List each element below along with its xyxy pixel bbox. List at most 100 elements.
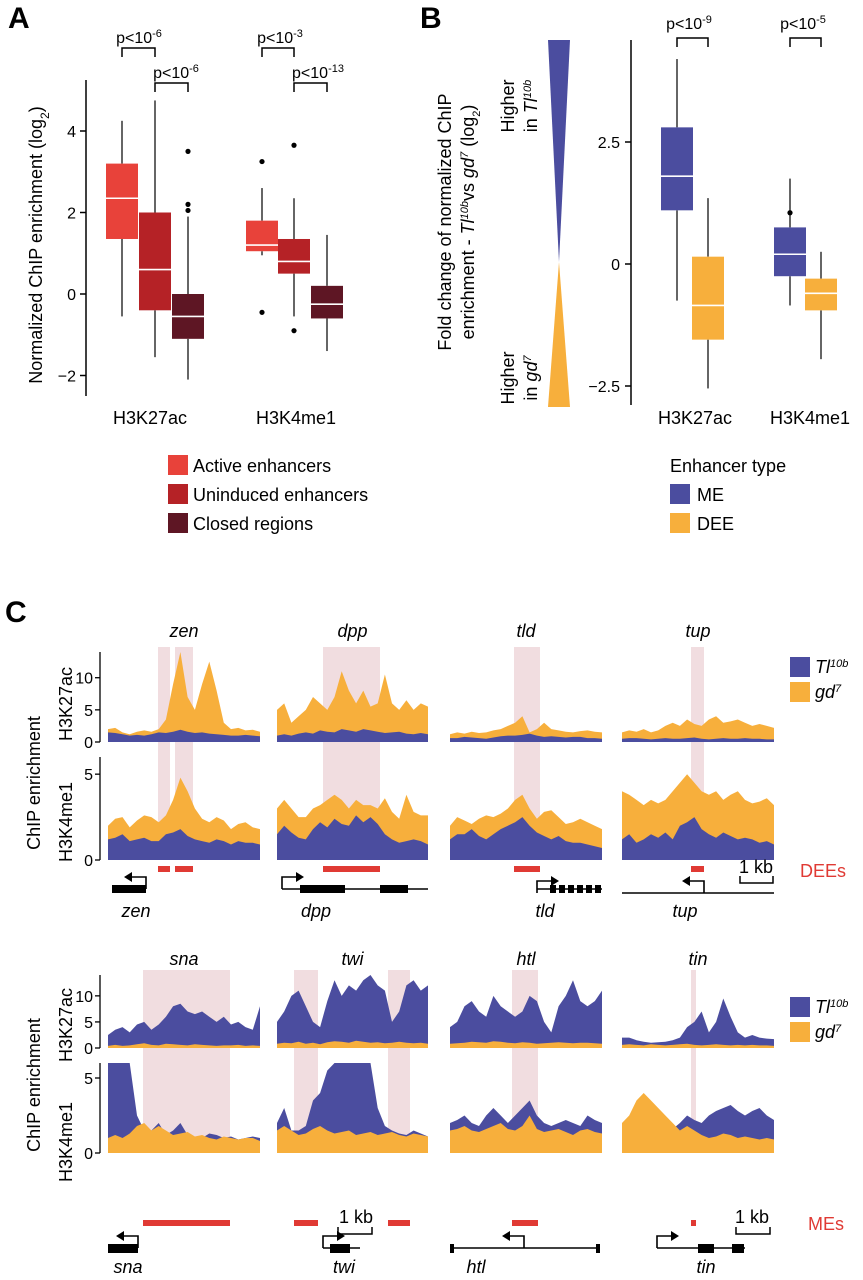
- c-legend-gd-swatch-2: [790, 1022, 810, 1042]
- sna-gene-label: sna: [113, 1257, 142, 1277]
- locus-sna: sna: [108, 949, 260, 1226]
- locus-zen-h3k27ac-back: [108, 652, 260, 742]
- b-box-0-1-box: [692, 256, 724, 340]
- zen-gene-label: zen: [120, 901, 150, 921]
- locus-tin-h3k27ac-front: [622, 1043, 774, 1048]
- c-track2-bottom: H3K4me1: [56, 1102, 76, 1182]
- legend-swatch-closed: [168, 513, 188, 533]
- c-axis-ticks-1: 10 5 0 5 0: [75, 975, 101, 1163]
- higher-label-bottom: Higher: [498, 351, 518, 404]
- panel-b-letter: B: [420, 2, 442, 35]
- panel-c-tracks: 10 5 0 5 0 zen dpp tld tup 10 5 0 5 0 sna twi htl tin zen d…: [75, 621, 774, 1277]
- c-tick-label-1-1-0: 5: [84, 1071, 93, 1088]
- dpp-tss-arrowhead: [296, 872, 304, 882]
- b-box-1-1-box: [805, 278, 837, 311]
- a-tick-label-0: 4: [67, 124, 76, 141]
- locus-zen: zen: [108, 621, 260, 872]
- a-pvalue-2: p<10-3: [257, 28, 303, 47]
- c-tick-label-0-1-0: 5: [84, 767, 93, 784]
- a-box-0-1: [139, 100, 171, 358]
- a-box-0-2: [172, 148, 204, 380]
- legend-me: ME: [697, 485, 724, 505]
- a-box-0-0: [106, 120, 138, 317]
- twi-gene-label: twi: [333, 1257, 356, 1277]
- c-legend-tl: Tl10b: [815, 657, 848, 677]
- locus-zen-element-0: [158, 866, 170, 872]
- locus-tld-h3k27ac-front: [450, 733, 602, 742]
- scale-label-tin: 1 kb: [735, 1207, 769, 1227]
- locus-dpp-h3k4me1-front: [277, 815, 428, 860]
- tld-tss-stem: [536, 880, 555, 893]
- locus-twi-h3k27ac-back: [277, 975, 428, 1048]
- c-legend-gd: gd7: [815, 682, 842, 702]
- locus-dpp-title: dpp: [337, 621, 367, 641]
- locus-zen-element-1: [175, 866, 193, 872]
- locus-htl-title: htl: [516, 949, 536, 969]
- panel-b-cat-0: H3K27ac: [658, 408, 732, 428]
- locus-tup: tup: [622, 621, 774, 872]
- b-box-0-0: [661, 59, 693, 301]
- c-ylabel-bottom: ChIP enrichment: [24, 1018, 44, 1152]
- scale-label-top: 1 kb: [739, 857, 773, 877]
- c-tick-label-0-0-0: 10: [75, 671, 93, 688]
- locus-tld-title: tld: [516, 621, 536, 641]
- a-tick-label-2: 0: [67, 287, 76, 304]
- tin-tss-arrowhead: [671, 1231, 679, 1241]
- higher-label-top: Higher: [498, 79, 518, 132]
- a-box-1-1-box: [278, 238, 310, 274]
- locus-tup-element-0: [691, 866, 704, 872]
- c-track1-bottom: H3K27ac: [56, 988, 76, 1062]
- locus-sna-highlight-0: [143, 970, 230, 1153]
- tin-tss-stem: [656, 1235, 675, 1248]
- tld-exon-4: [586, 885, 592, 893]
- legend-swatch-active: [168, 455, 188, 475]
- locus-htl-h3k27ac-front: [450, 1041, 602, 1048]
- a-box-0-2-outlier-0: [185, 207, 191, 214]
- me-label: MEs: [808, 1214, 844, 1234]
- legend-dee: DEE: [697, 514, 734, 534]
- locus-twi-h3k27ac-front: [277, 1040, 428, 1048]
- b-box-1-0-box: [774, 227, 806, 277]
- htl-exon-1: [450, 1244, 454, 1253]
- zen-gene-body: [112, 885, 146, 893]
- legend-swatch-uninduced: [168, 484, 188, 504]
- locus-zen-title: zen: [168, 621, 198, 641]
- wedge-higher-gd: [548, 262, 570, 407]
- locus-tin-h3k27ac-back: [622, 998, 774, 1048]
- legend-closed: Closed regions: [193, 514, 313, 534]
- tld-exon-5: [595, 885, 601, 893]
- c-row-0: 10 5 0 5 0 zen dpp tld tup: [75, 621, 774, 872]
- a-bracket-3: [293, 82, 328, 92]
- locus-dpp: dpp: [277, 621, 428, 872]
- locus-sna-h3k27ac-back: [108, 1003, 260, 1048]
- tin-exon-1: [698, 1244, 714, 1253]
- tup-tss-arrowhead: [682, 876, 690, 886]
- sna-gene-body: [108, 1244, 138, 1253]
- legend-title: Enhancer type: [670, 456, 786, 476]
- locus-tld: tld: [450, 621, 602, 872]
- panel-a-cat-0: H3K27ac: [113, 408, 187, 428]
- tld-tss-arrowhead: [551, 876, 559, 886]
- locus-tin: tin: [622, 949, 774, 1226]
- locus-htl-h3k4me1-front: [450, 1115, 602, 1153]
- c-ylabel-top: ChIP enrichment: [24, 716, 44, 850]
- panel-a-legend: Active enhancers Uninduced enhancers Clo…: [168, 455, 368, 534]
- legend-active: Active enhancers: [193, 456, 331, 476]
- locus-tld-element-0: [514, 866, 540, 872]
- b-bracket-0: [676, 37, 709, 47]
- locus-tup-h3k27ac-back: [622, 716, 774, 742]
- panel-c-letter: C: [5, 596, 27, 629]
- dee-label: DEEs: [800, 861, 846, 881]
- tld-gene-label: tld: [535, 901, 555, 921]
- panel-b-pvalues: p<10-9 p<10-5: [666, 14, 826, 47]
- locus-twi: twi: [277, 949, 428, 1226]
- locus-dpp-h3k27ac-front: [277, 729, 428, 742]
- tin-exon-2: [732, 1244, 744, 1253]
- c-tick-label-0-0-2: 0: [84, 735, 93, 752]
- panel-a-letter: A: [8, 2, 30, 35]
- c-legend-tl-swatch: [790, 657, 810, 677]
- panel-b-ticks: 2.5 0 −2.5: [588, 135, 631, 396]
- gene-models: zen dpp tld tup 1 kb sna twi 1 kb htl tin 1 kb: [108, 857, 774, 1277]
- b-box-0-0-box: [661, 127, 693, 211]
